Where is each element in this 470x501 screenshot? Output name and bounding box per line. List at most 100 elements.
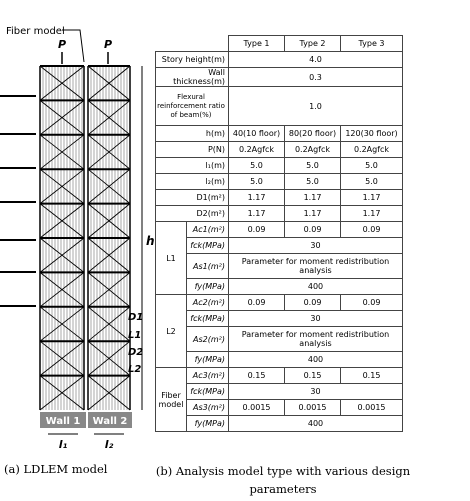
cell: 1.17	[228, 205, 285, 222]
frame-line	[87, 306, 131, 342]
table-row: D1(m²) 1.17 1.17 1.17	[155, 189, 403, 206]
cell: 40(10 floor)	[228, 125, 285, 142]
cell: 0.09	[284, 294, 341, 311]
cell: 5.0	[228, 157, 285, 174]
table-row: As1(m²) Parameter for moment redistributi…	[156, 253, 403, 279]
frame-line	[39, 375, 85, 411]
table-row: D2(m²) 1.17 1.17 1.17	[155, 205, 403, 222]
frame-line	[39, 65, 85, 101]
cell: 0.2Agfck	[284, 141, 341, 158]
wall-label: Wall 1	[46, 416, 81, 427]
cell: 0.15	[228, 367, 285, 384]
cell: 0.0015	[340, 399, 403, 416]
wall-label: Wall 2	[93, 416, 128, 427]
row-label: l₁(m)	[155, 157, 229, 174]
table-row: fck(MPa) 30	[156, 310, 403, 327]
column-header: Type 2	[284, 35, 341, 52]
width-label: l₂	[105, 438, 114, 451]
cell: 1.17	[228, 189, 285, 206]
column-header: Type 3	[340, 35, 403, 52]
row-label: Story height(m)	[155, 51, 229, 68]
level-label: D1	[128, 312, 143, 323]
ldlem-diagram: Fiber model P P h D1 L1 D2 L2 Wall 1 Wal…	[0, 26, 155, 451]
group-label: Fiber model	[155, 367, 187, 432]
row-label: fy(MPa)	[186, 351, 229, 368]
row-label: D1(m²)	[155, 189, 229, 206]
frame-line	[87, 168, 131, 204]
table-row: Type 1 Type 2 Type 3	[155, 35, 403, 52]
row-label: fck(MPa)	[186, 383, 229, 400]
cell: 80(20 floor)	[284, 125, 341, 142]
table-row: Flexural reinforcement ratio of beam(%) 1…	[155, 86, 403, 126]
cell: 0.0015	[284, 399, 341, 416]
cell: 0.09	[340, 294, 403, 311]
frame-line	[39, 306, 85, 342]
cell: 0.09	[228, 294, 285, 311]
cell: 1.17	[340, 205, 403, 222]
cell: 5.0	[340, 157, 403, 174]
cell: 400	[228, 351, 403, 368]
row-label: Wall thickness(m)	[155, 67, 229, 87]
caption: (b) Analysis model type with various des…	[155, 464, 411, 496]
table-row: fck(MPa) 30	[156, 237, 403, 254]
row-label: Flexural reinforcement ratio of beam(%)	[155, 86, 229, 126]
table-row: fy(MPa) 400	[156, 351, 403, 368]
row-label: Ac1(m²)	[186, 221, 229, 238]
wall-block	[40, 412, 86, 428]
load-label: P	[104, 38, 112, 51]
table-row: Fiber model Ac3(m²) 0.15 0.15 0.15	[155, 367, 403, 432]
caption: (a) LDLEM model	[4, 462, 108, 476]
cell: 1.0	[228, 86, 403, 126]
wall-block	[88, 412, 132, 428]
cell: 120(30 floor)	[340, 125, 403, 142]
load-label: P	[58, 38, 66, 51]
table-row: fck(MPa) 30	[156, 383, 403, 400]
table-row: As3(m²) 0.0015 0.0015 0.0015	[156, 399, 403, 416]
row-label: fck(MPa)	[186, 237, 229, 254]
table-row: L1 Ac1(m²) 0.09 0.09 0.09	[155, 221, 403, 295]
group-label: L2	[155, 294, 187, 368]
cell: 1.17	[284, 205, 341, 222]
row-label: As2(m²)	[186, 326, 229, 352]
frame-line	[87, 203, 131, 239]
table-row: Story height(m) 4.0	[155, 51, 403, 68]
row-label: fy(MPa)	[186, 415, 229, 432]
cell: 0.2Agfck	[340, 141, 403, 158]
frame-line	[87, 340, 131, 376]
frame-line	[39, 168, 85, 204]
table-row: P(N) 0.2Agfck 0.2Agfck 0.2Agfck	[155, 141, 403, 158]
cell: 0.0015	[228, 399, 285, 416]
cell: 0.09	[228, 221, 285, 238]
cell: 0.09	[340, 221, 403, 238]
cell: 30	[228, 310, 403, 327]
cell: 0.3	[228, 67, 403, 87]
cell: Parameter for moment redistribution anal…	[228, 253, 403, 279]
cell: Parameter for moment redistribution anal…	[228, 326, 403, 352]
frame-line	[87, 237, 131, 273]
table-row: h(m) 40(10 floor) 80(20 floor) 120(30 floor…	[155, 125, 403, 142]
pointer	[62, 29, 85, 63]
frame	[0, 65, 131, 411]
frame-line	[39, 340, 85, 376]
cell: 400	[228, 278, 403, 295]
cell: 30	[228, 383, 403, 400]
table-row: fy(MPa) 400	[156, 278, 403, 295]
column-header: Type 1	[228, 35, 285, 52]
height-label: h	[146, 234, 155, 248]
table-row: Wall thickness(m) 0.3	[155, 67, 403, 87]
table-row: L2 Ac2(m²) 0.09 0.09 0.09	[155, 294, 403, 368]
group-label: L1	[155, 221, 187, 295]
frame-line	[39, 203, 85, 239]
table-row: fy(MPa) 400	[156, 415, 403, 432]
row-label: D2(m²)	[155, 205, 229, 222]
frame-line	[39, 100, 85, 136]
frame-line	[87, 100, 131, 136]
cell: 30	[228, 237, 403, 254]
cell	[155, 35, 229, 52]
row-label: h(m)	[155, 125, 229, 142]
cell: 0.15	[284, 367, 341, 384]
table-row: l₁(m) 5.0 5.0 5.0	[155, 157, 403, 174]
row-label: l₂(m)	[155, 173, 229, 190]
row-label: fy(MPa)	[186, 278, 229, 295]
